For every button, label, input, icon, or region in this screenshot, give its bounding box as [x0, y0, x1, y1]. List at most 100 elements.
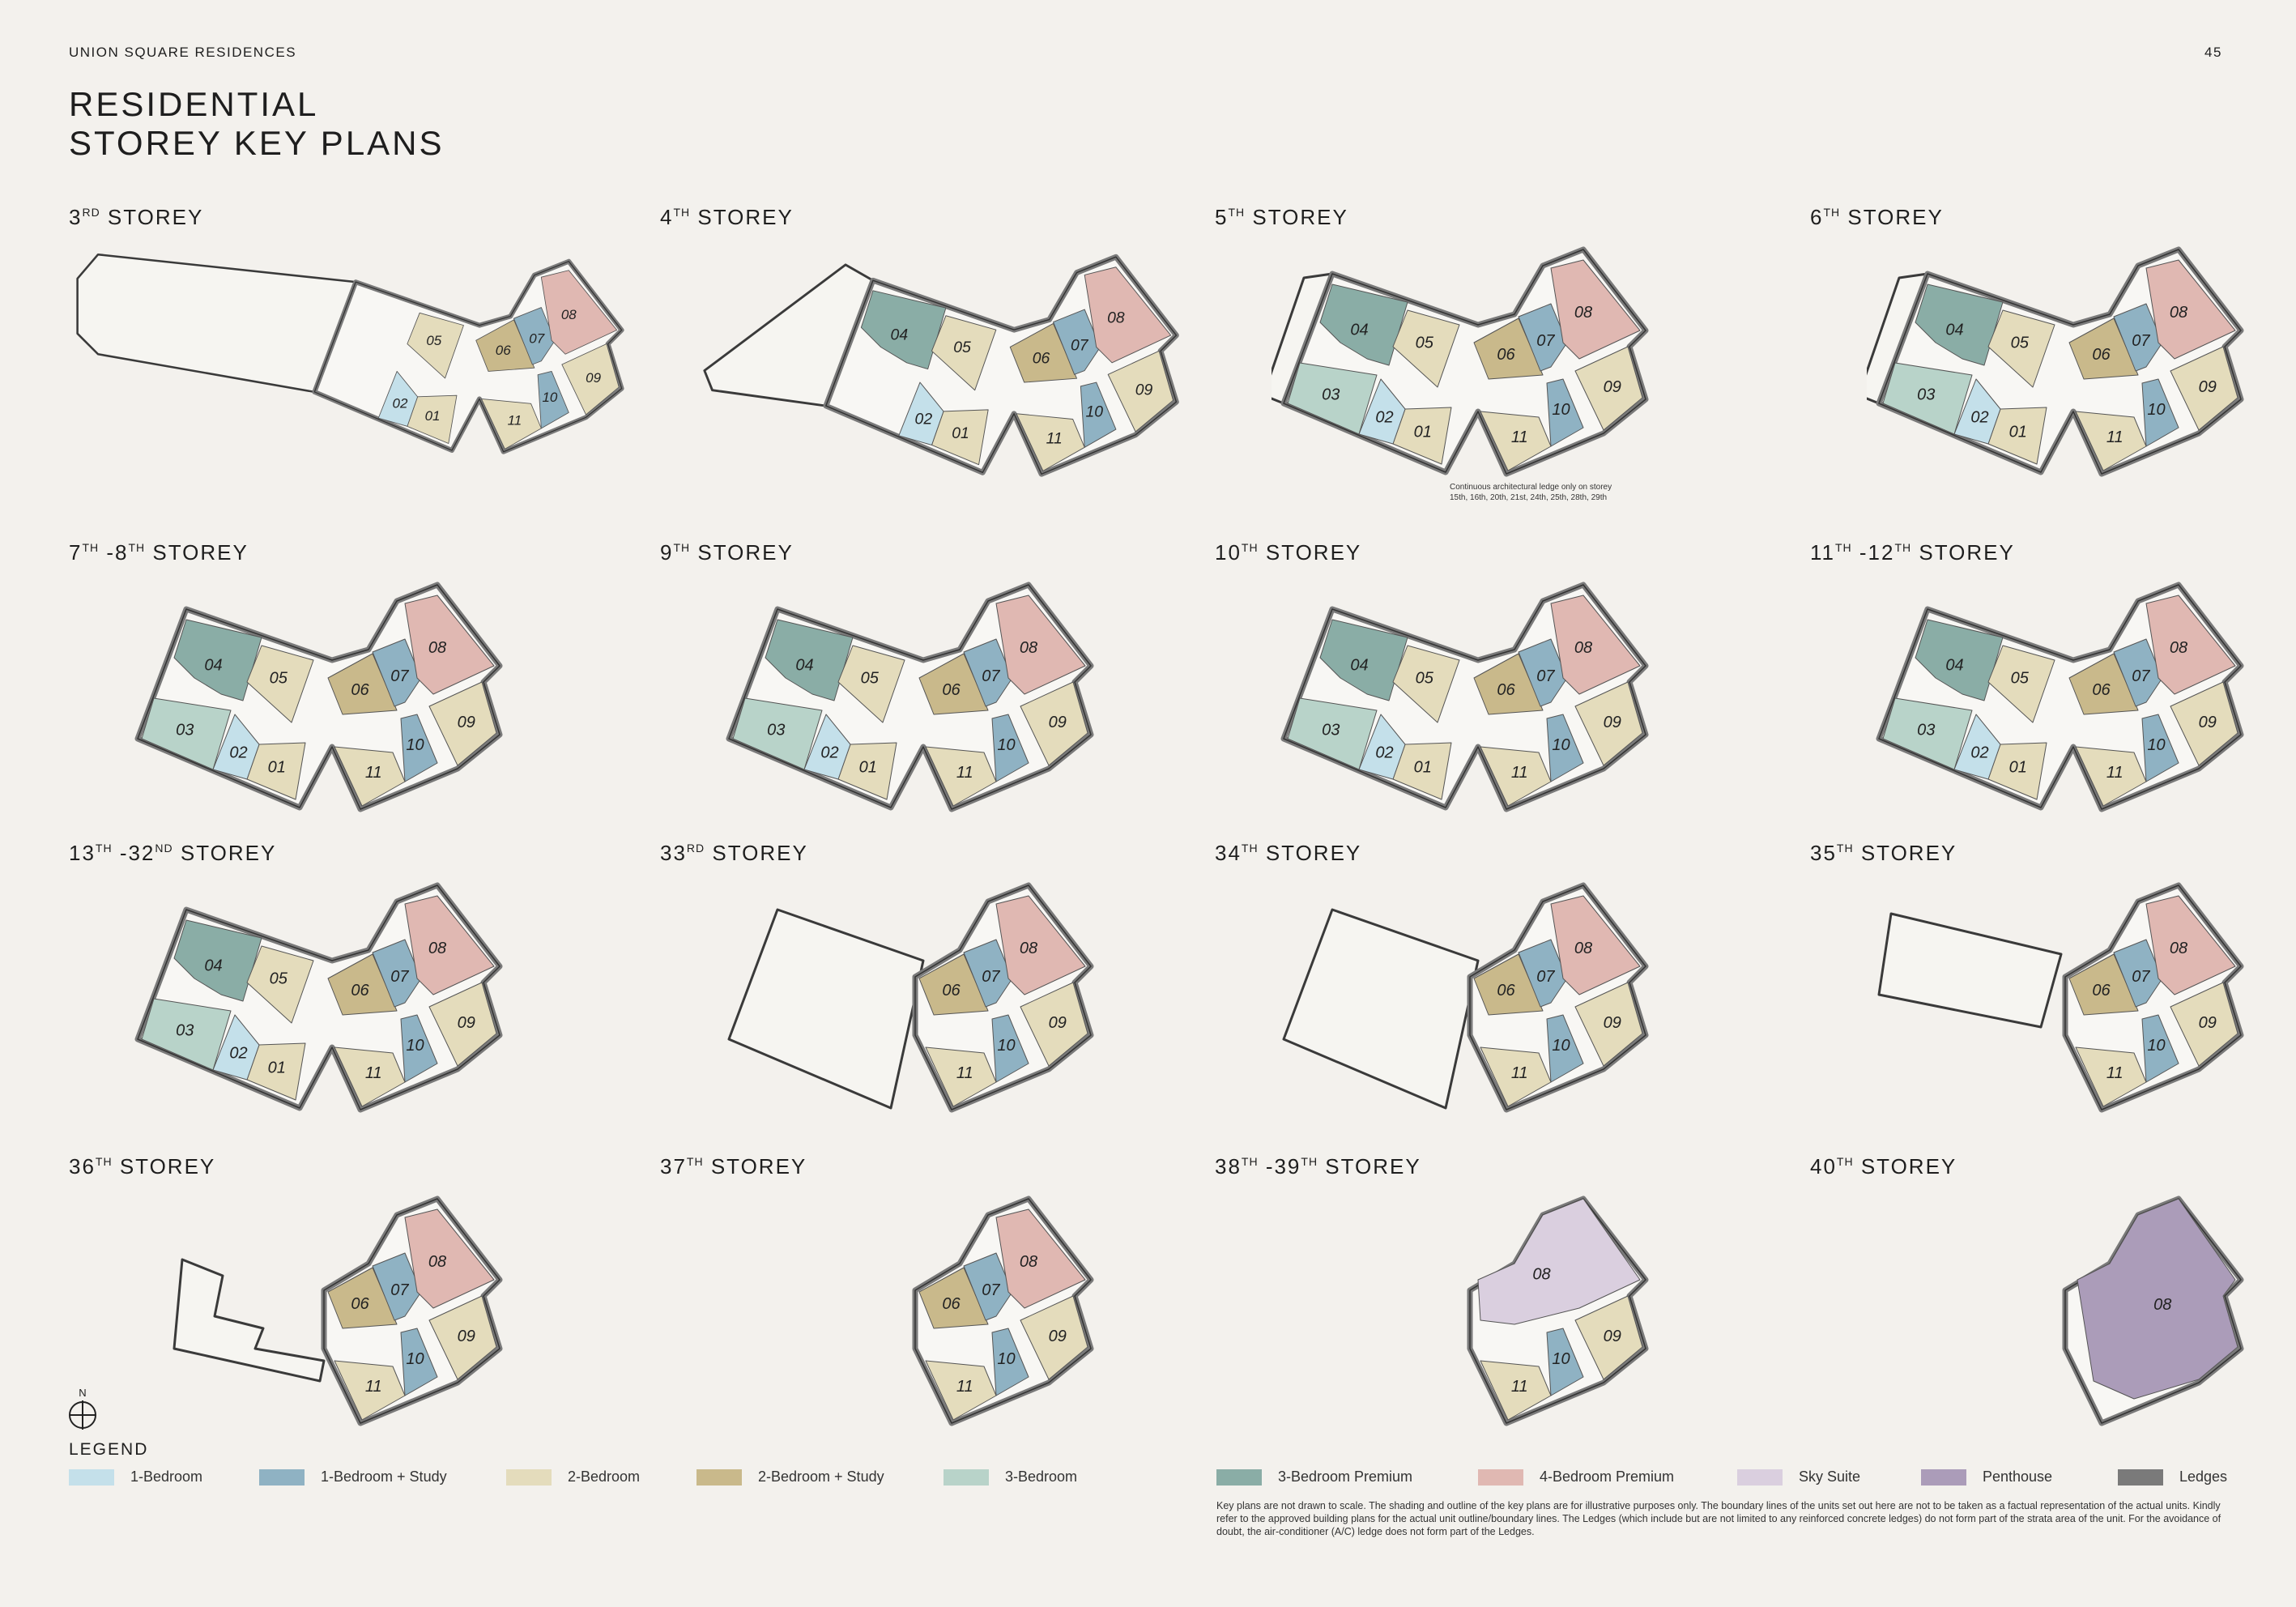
unit-05: [931, 315, 997, 391]
ledge-annotation: Continuous architectural ledge only on s…: [1450, 482, 1612, 503]
key-plan: 34TH STOREY 06 07 08 09 10 11: [1215, 841, 1798, 1149]
unit-number: 09: [2199, 714, 2217, 731]
unit-number: 10: [2147, 736, 2165, 754]
unit-number: 09: [458, 1014, 475, 1032]
plan-title-part: TH: [1241, 842, 1259, 855]
unit-10: [2141, 1014, 2179, 1083]
key-plan: 38TH -39TH STOREY 08 09 10 11: [1215, 1154, 1798, 1462]
unit-number: 02: [1375, 744, 1393, 761]
plan-title: 13TH -32ND STOREY: [69, 841, 276, 866]
unit-number: 05: [1416, 670, 1434, 688]
plan-title-part: STOREY: [145, 540, 249, 565]
unit-number: 10: [406, 736, 424, 754]
unit-08: [1477, 1198, 1641, 1325]
unit-07: [1518, 638, 1568, 707]
unit-number: 05: [861, 670, 880, 688]
plan-title: 11TH -12TH STOREY: [1810, 540, 2015, 565]
unit-06: [1473, 953, 1544, 1016]
floor-plan-drawing: 08: [2062, 1196, 2244, 1426]
unit-number: 09: [1049, 1014, 1067, 1032]
unit-number: 06: [942, 1295, 961, 1313]
plan-title-part: TH: [673, 541, 691, 554]
floor-plan-drawing: 01 02 03 04 05 06 07 08 09 10 11: [726, 582, 1094, 812]
legend-swatch: [69, 1468, 114, 1486]
plan-title-part: STOREY: [703, 1154, 807, 1179]
unit-number: 04: [891, 326, 909, 343]
unit-05: [1392, 309, 1460, 388]
plan-title-part: STOREY: [1258, 540, 1362, 565]
unit-number: 03: [1322, 386, 1340, 403]
floor-plan-drawing: 06 07 08 09 10 11: [727, 882, 1094, 1113]
unit-09: [1020, 1295, 1088, 1380]
unit-07: [2113, 638, 2163, 707]
unit-number: 08: [428, 1253, 446, 1271]
plan-title-part: 34: [1215, 841, 1242, 865]
key-plan: 37TH STOREY 06 07 08 09 10 11: [660, 1154, 1243, 1462]
unit-07: [1518, 939, 1568, 1008]
unit-number: 03: [1322, 721, 1340, 739]
plan-title: 34TH STOREY: [1215, 841, 1361, 866]
plan-title-part: STOREY: [690, 540, 794, 565]
building-outline: [323, 1198, 501, 1424]
building-outline: [1878, 249, 2242, 475]
unit-number: 11: [956, 1064, 973, 1082]
plan-title-part: STOREY: [705, 841, 808, 865]
unit-09: [1574, 982, 1643, 1067]
plan-title-part: TH: [1301, 1155, 1318, 1168]
unit-number: 09: [1049, 714, 1067, 731]
plan-title: 5TH STOREY: [1215, 205, 1348, 230]
unit-09: [561, 343, 620, 416]
unit-number: 08: [428, 940, 446, 957]
unit-number: 06: [351, 1295, 369, 1313]
unit-08: [404, 595, 495, 695]
plan-title: 33RD STOREY: [660, 841, 808, 866]
unit-04: [1319, 619, 1408, 701]
unit-number: 06: [351, 681, 369, 699]
legend-swatch: [696, 1468, 742, 1486]
legend-item-2brs: 2-Bedroom + Study: [696, 1468, 884, 1486]
floor-plan-drawing: 01 02 03 04 05 06 07 08 09 10 11: [134, 882, 503, 1113]
unit-09: [1574, 1295, 1643, 1380]
plan-title-part: RD: [686, 842, 705, 855]
annotation-line: Continuous architectural ledge only on s…: [1450, 483, 1612, 492]
unit-02: [1953, 378, 2001, 445]
unit-02: [898, 382, 944, 445]
unit-04: [1319, 283, 1408, 366]
unit-number: 10: [543, 390, 558, 405]
legend-label: 3-Bedroom: [1005, 1468, 1078, 1485]
plan-title-part: STOREY: [1853, 1154, 1957, 1179]
unit-05: [1987, 645, 2055, 723]
building-outline: [173, 1258, 326, 1383]
plan-title-part: TH: [82, 541, 100, 554]
key-plan: 40TH STOREY 08: [1810, 1154, 2296, 1462]
legend-swatch: [944, 1468, 989, 1486]
plan-title-part: 5: [1215, 205, 1229, 229]
plan-title-part: -8: [99, 540, 129, 565]
unit-04: [860, 290, 947, 370]
unit-number: 06: [942, 681, 961, 699]
brand-name: UNION SQUARE RESIDENCES: [69, 45, 297, 60]
unit-number: 01: [859, 758, 877, 776]
unit-11: [334, 746, 406, 807]
unit-number: 10: [997, 1037, 1015, 1055]
unit-09: [1574, 346, 1643, 431]
building-outline: [914, 1198, 1092, 1424]
unit-number: 06: [496, 343, 511, 358]
unit-06: [327, 1267, 398, 1329]
unit-number: 11: [2106, 764, 2123, 782]
unit-number: 11: [365, 764, 382, 782]
unit-number: 04: [1350, 657, 1368, 675]
unit-08: [2145, 259, 2236, 360]
plan-title-part: 10: [1215, 540, 1242, 565]
unit-number: 05: [270, 970, 288, 988]
unit-07: [513, 307, 556, 365]
unit-number: 10: [1552, 1350, 1570, 1368]
plan-title-part: STOREY: [1911, 540, 2015, 565]
unit-number: 11: [508, 412, 522, 428]
plan-title-part: STOREY: [1245, 205, 1348, 229]
unit-number: 02: [229, 1044, 247, 1062]
unit-number: 07: [1536, 968, 1555, 986]
unit-number: 11: [1511, 1378, 1528, 1396]
unit-05: [1987, 309, 2055, 388]
unit-07: [963, 1252, 1013, 1321]
